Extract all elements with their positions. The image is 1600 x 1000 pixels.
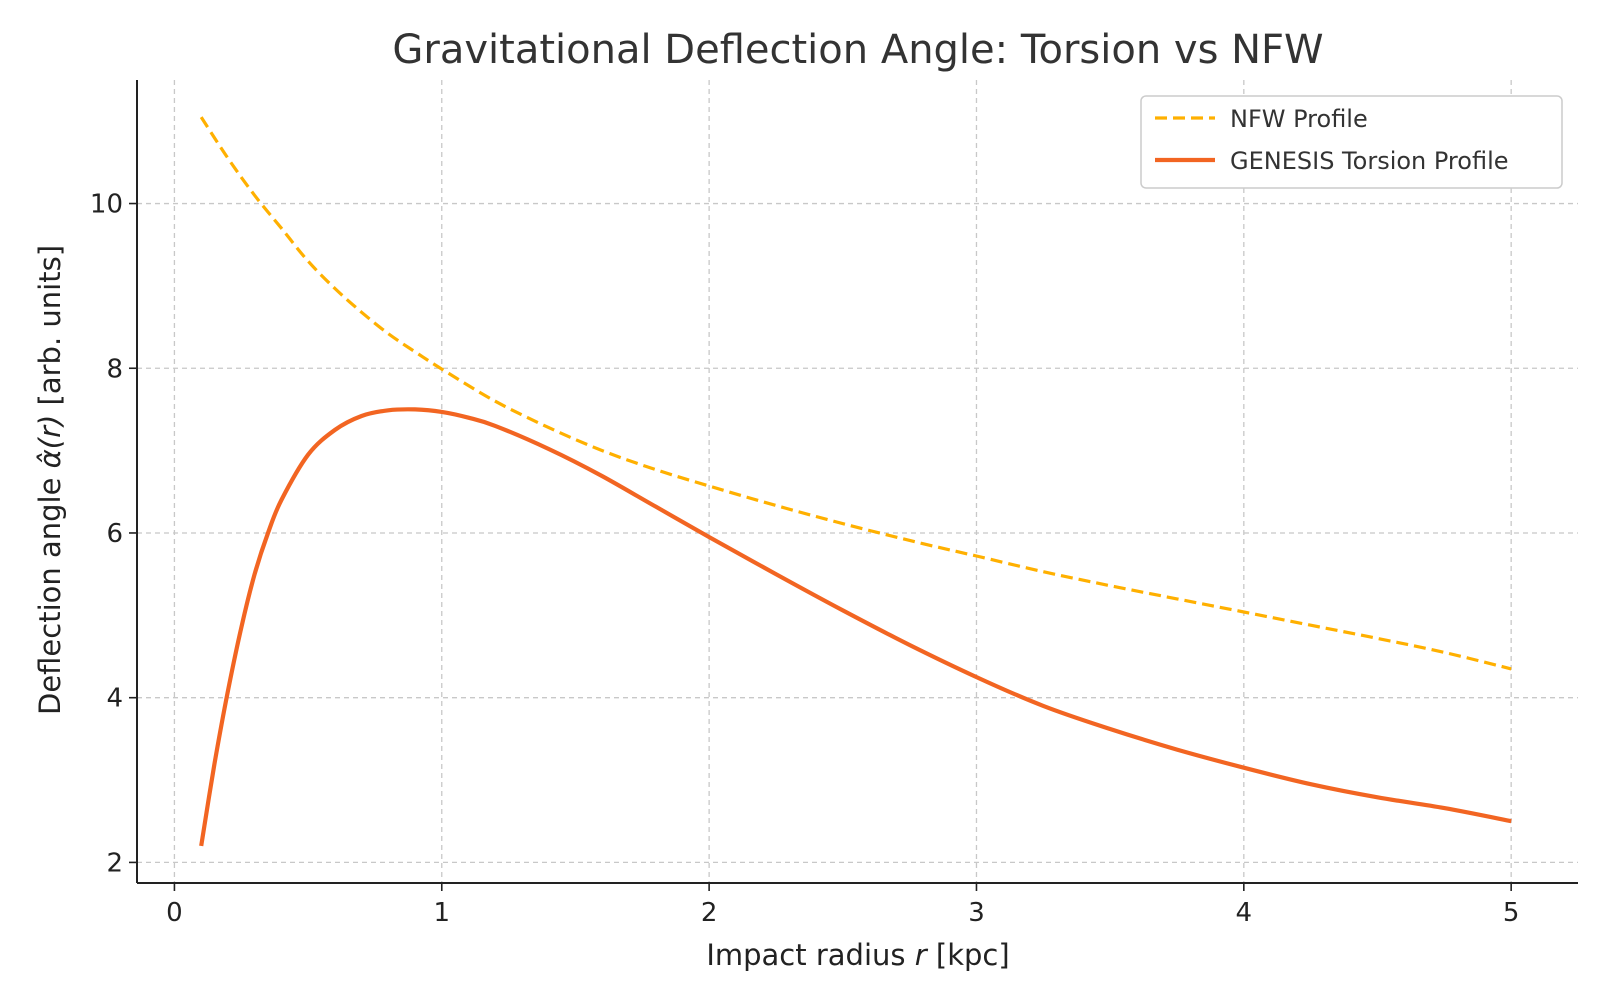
- axes: [136, 80, 1578, 884]
- legend-label-nfw-profile: NFW Profile: [1230, 105, 1368, 133]
- y-tick-label: 8: [106, 354, 123, 384]
- y-tick-label: 2: [106, 848, 123, 878]
- x-tick-label: 3: [968, 898, 985, 928]
- series-layer: [199, 116, 1512, 847]
- y-tick-label: 10: [90, 190, 123, 220]
- y-tick-label: 4: [106, 684, 123, 714]
- genesis-torsion-profile-line: [199, 407, 1512, 847]
- y-axis-title-suffix: [arb. units]: [33, 245, 67, 415]
- x-axis-title-variable: r: [915, 938, 929, 972]
- y-axis-title-variable: α̂(r): [33, 415, 67, 469]
- x-tick-label: 0: [166, 898, 183, 928]
- legend: NFW Profile GENESIS Torsion Profile: [1140, 95, 1563, 189]
- y-axis-title: Deflection angle α̂(r) [arb. units]: [33, 245, 67, 715]
- ticks: 0 1 2 3 4 5 2 4 6 8 10: [90, 190, 1520, 928]
- chart-title: Gravitational Deflection Angle: Torsion …: [392, 27, 1323, 73]
- y-tick-label: 6: [106, 519, 123, 549]
- legend-label-genesis-torsion-profile: GENESIS Torsion Profile: [1230, 147, 1509, 175]
- grid: [137, 80, 1578, 883]
- x-tick-label: 4: [1236, 898, 1253, 928]
- legend-frame: [1140, 95, 1563, 189]
- x-tick-label: 5: [1503, 898, 1520, 928]
- x-axis-title-prefix: Impact radius: [706, 938, 914, 972]
- x-tick-label: 1: [434, 898, 451, 928]
- x-axis-title: Impact radius r [kpc]: [706, 938, 1009, 972]
- nfw-profile-line: [199, 116, 1512, 671]
- x-tick-label: 2: [701, 898, 718, 928]
- x-axis-title-suffix: [kpc]: [927, 938, 1010, 972]
- y-axis-title-prefix: Deflection angle: [33, 468, 67, 715]
